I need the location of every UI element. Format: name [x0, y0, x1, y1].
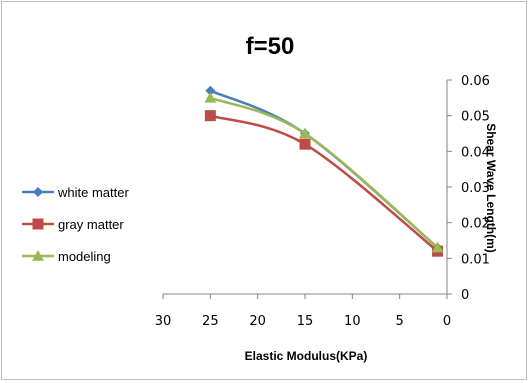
series-modeling — [204, 91, 444, 253]
legend: white matter gray matter modeling — [22, 185, 129, 264]
y-tick-label: 0.05 — [461, 110, 490, 125]
legend-label-white-matter: white matter — [57, 185, 129, 200]
data-point-modeling — [299, 127, 311, 139]
series-white-matter — [205, 85, 443, 253]
x-tick-label: 15 — [297, 314, 314, 329]
y-tick-label: 0.02 — [461, 217, 490, 232]
y-tick-label: 0.03 — [461, 181, 490, 196]
series-line-gray-matter — [209, 114, 439, 253]
legend-marker-white-matter — [33, 187, 43, 197]
series-layer — [204, 85, 444, 257]
y-tick-label: 0.01 — [461, 252, 490, 267]
x-tick-label: 0 — [443, 314, 451, 329]
data-point-modeling — [204, 91, 217, 103]
data-point-gray-matter — [299, 138, 311, 150]
y-tick-label: 0.04 — [461, 145, 490, 160]
y-tick-label: 0.06 — [461, 74, 490, 89]
legend-label-modeling: modeling — [58, 249, 111, 264]
x-tick-label: 20 — [249, 314, 266, 329]
data-point-gray-matter — [204, 110, 216, 122]
x-tick-label: 5 — [396, 314, 404, 329]
series-gray-matter — [204, 110, 444, 257]
x-axis-label: Elastic Modulus(KPa) — [245, 349, 368, 363]
chart-title: f=50 — [246, 33, 295, 60]
y-axis-label: Shear Wave Length(m) — [484, 123, 498, 253]
data-point-white-matter — [205, 85, 216, 96]
series-line-white-matter — [209, 89, 439, 249]
axes: 30 25 20 15 10 5 00 0.01 0.02 0.03 0.04 0.05 0.06 — [155, 74, 490, 329]
x-tick-label: 10 — [344, 314, 361, 329]
data-point-modeling — [431, 241, 444, 253]
y-tick-label: 0 — [461, 288, 469, 303]
x-tick-label: 25 — [202, 314, 219, 329]
series-line-modeling — [209, 96, 439, 249]
legend-marker-gray-matter — [32, 218, 44, 230]
legend-label-gray-matter: gray matter — [58, 217, 124, 232]
legend-marker-modeling — [32, 250, 44, 261]
x-tick-label: 30 — [155, 314, 172, 329]
